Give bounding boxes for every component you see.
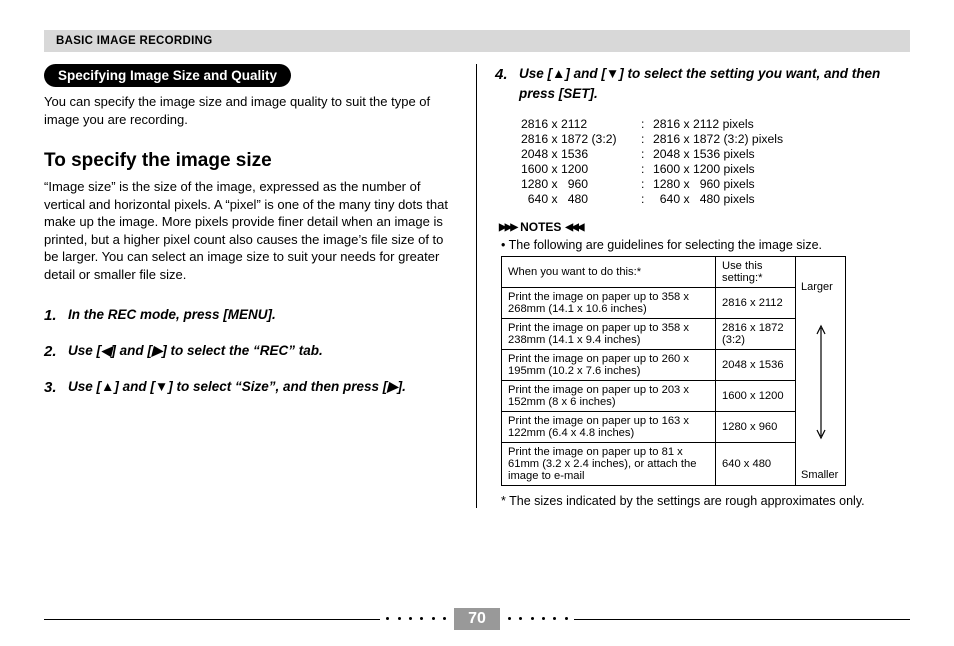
description-text: “Image size” is the size of the image, e… xyxy=(44,178,458,283)
page: BASIC IMAGE RECORDING Specifying Image S… xyxy=(0,0,954,646)
table-row: Print the image on paper up to 358 x 238… xyxy=(502,319,796,350)
footnote: * The sizes indicated by the settings ar… xyxy=(509,494,910,508)
steps-list-right: 4.Use [▲] and [▼] to select the setting … xyxy=(495,64,910,103)
double-arrow-icon xyxy=(815,322,827,442)
table-row: Print the image on paper up to 260 x 195… xyxy=(502,350,796,381)
intro-text: You can specify the image size and image… xyxy=(44,93,458,128)
footer-line-right xyxy=(574,619,910,620)
size-list-item: 2816 x 1872 (3:2):2816 x 1872 (3:2) pixe… xyxy=(521,132,910,146)
guidelines-table-wrap: When you want to do this:* Use this sett… xyxy=(501,256,910,486)
cell-when: Print the image on paper up to 203 x 152… xyxy=(502,381,716,412)
th-when: When you want to do this:* xyxy=(502,257,716,288)
side-larger: Larger xyxy=(796,257,845,317)
cell-setting: 1280 x 960 xyxy=(716,412,796,443)
notes-label: NOTES xyxy=(520,220,561,234)
table-row: Print the image on paper up to 163 x 122… xyxy=(502,412,796,443)
right-column: 4.Use [▲] and [▼] to select the setting … xyxy=(477,64,910,508)
notes-icon-left: ▶▶▶ xyxy=(499,222,516,233)
page-number-wrap: 70 xyxy=(454,608,500,630)
size-list-item: 1280 x 960:1280 x 960 pixels xyxy=(521,177,910,191)
table-row: Print the image on paper up to 203 x 152… xyxy=(502,381,796,412)
guidelines-tbody: Print the image on paper up to 358 x 268… xyxy=(502,288,796,486)
content-columns: Specifying Image Size and Quality You ca… xyxy=(44,64,910,508)
footer-dots-left xyxy=(386,617,446,621)
guidelines-table: When you want to do this:* Use this sett… xyxy=(501,256,796,486)
steps-list-left: 1.In the REC mode, press [MENU]. 2.Use [… xyxy=(44,305,458,398)
cell-setting: 2816 x 1872 (3:2) xyxy=(716,319,796,350)
cell-when: Print the image on paper up to 260 x 195… xyxy=(502,350,716,381)
section-header: BASIC IMAGE RECORDING xyxy=(44,30,910,52)
cell-when: Print the image on paper up to 81 x 61mm… xyxy=(502,443,716,486)
page-footer: 70 xyxy=(44,608,910,630)
step-4-text: Use [▲] and [▼] to select the setting yo… xyxy=(519,64,910,103)
page-number: 70 xyxy=(454,608,500,630)
footer-dots-right xyxy=(508,617,568,621)
step-2-text: Use [◀] and [▶] to select the “REC” tab. xyxy=(68,341,323,363)
cell-when: Print the image on paper up to 358 x 268… xyxy=(502,288,716,319)
cell-setting: 640 x 480 xyxy=(716,443,796,486)
size-list-item: 2816 x 2112:2816 x 2112 pixels xyxy=(521,117,910,131)
step-1: 1.In the REC mode, press [MENU]. xyxy=(44,305,458,327)
cell-setting: 2816 x 2112 xyxy=(716,288,796,319)
notes-bullet: • The following are guidelines for selec… xyxy=(509,238,910,252)
cell-when: Print the image on paper up to 358 x 238… xyxy=(502,319,716,350)
table-row: Print the image on paper up to 81 x 61mm… xyxy=(502,443,796,486)
notes-icon-right: ◀◀◀ xyxy=(565,222,582,233)
step-4: 4.Use [▲] and [▼] to select the setting … xyxy=(495,64,910,103)
topic-pill: Specifying Image Size and Quality xyxy=(44,64,291,87)
side-smaller: Smaller xyxy=(796,447,845,485)
table-row: Print the image on paper up to 358 x 268… xyxy=(502,288,796,319)
left-column: Specifying Image Size and Quality You ca… xyxy=(44,64,477,508)
size-list: 2816 x 2112:2816 x 2112 pixels2816 x 187… xyxy=(521,117,910,206)
step-3: 3.Use [▲] and [▼] to select “Size”, and … xyxy=(44,377,458,399)
th-setting: Use this setting:* xyxy=(716,257,796,288)
subheading: To specify the image size xyxy=(44,150,458,172)
cell-setting: 1600 x 1200 xyxy=(716,381,796,412)
notes-header: ▶▶▶ NOTES ◀◀◀ xyxy=(499,220,910,234)
cell-setting: 2048 x 1536 xyxy=(716,350,796,381)
step-1-text: In the REC mode, press [MENU]. xyxy=(68,305,276,327)
footer-line-left xyxy=(44,619,380,620)
section-header-text: BASIC IMAGE RECORDING xyxy=(56,35,212,47)
side-arrow xyxy=(796,317,845,447)
table-side-column: Larger Smaller xyxy=(796,256,846,486)
step-3-text: Use [▲] and [▼] to select “Size”, and th… xyxy=(68,377,406,399)
size-list-item: 2048 x 1536:2048 x 1536 pixels xyxy=(521,147,910,161)
step-2: 2.Use [◀] and [▶] to select the “REC” ta… xyxy=(44,341,458,363)
size-list-item: 1600 x 1200:1600 x 1200 pixels xyxy=(521,162,910,176)
size-list-item: 640 x 480: 640 x 480 pixels xyxy=(521,192,910,206)
cell-when: Print the image on paper up to 163 x 122… xyxy=(502,412,716,443)
